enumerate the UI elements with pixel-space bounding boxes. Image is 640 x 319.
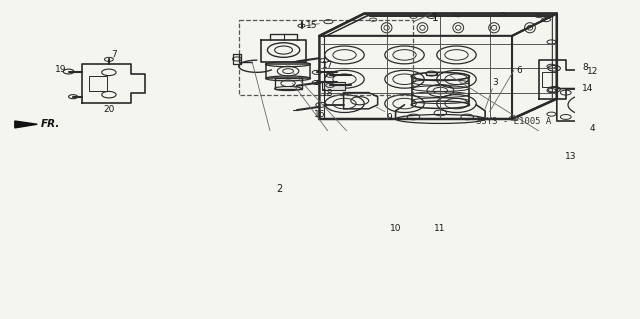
- Text: 14: 14: [582, 84, 593, 93]
- Text: 6: 6: [516, 66, 522, 75]
- Text: 8: 8: [582, 63, 588, 72]
- Bar: [239, 20, 413, 95]
- Bar: [543, 72, 556, 86]
- Text: 3: 3: [492, 78, 498, 87]
- Text: 20: 20: [103, 105, 115, 114]
- Text: 7: 7: [111, 49, 117, 59]
- Text: 2: 2: [276, 184, 282, 194]
- Text: 1: 1: [431, 13, 438, 23]
- Polygon shape: [15, 121, 37, 128]
- Bar: [322, 83, 344, 90]
- Bar: [89, 77, 107, 91]
- Text: S3Y3 - E1005 A: S3Y3 - E1005 A: [476, 117, 552, 126]
- Circle shape: [426, 71, 436, 76]
- Text: 18: 18: [322, 89, 333, 98]
- Text: 19: 19: [55, 65, 67, 74]
- Text: 13: 13: [564, 152, 576, 161]
- Text: 11: 11: [434, 224, 445, 234]
- Text: FR.: FR.: [41, 119, 60, 129]
- Text: 17: 17: [322, 61, 333, 70]
- Text: 9: 9: [387, 113, 392, 122]
- Text: 12: 12: [587, 67, 598, 76]
- Text: 4: 4: [590, 124, 595, 133]
- Text: 16: 16: [314, 110, 325, 119]
- Text: 15: 15: [306, 21, 317, 30]
- Text: 10: 10: [390, 224, 401, 234]
